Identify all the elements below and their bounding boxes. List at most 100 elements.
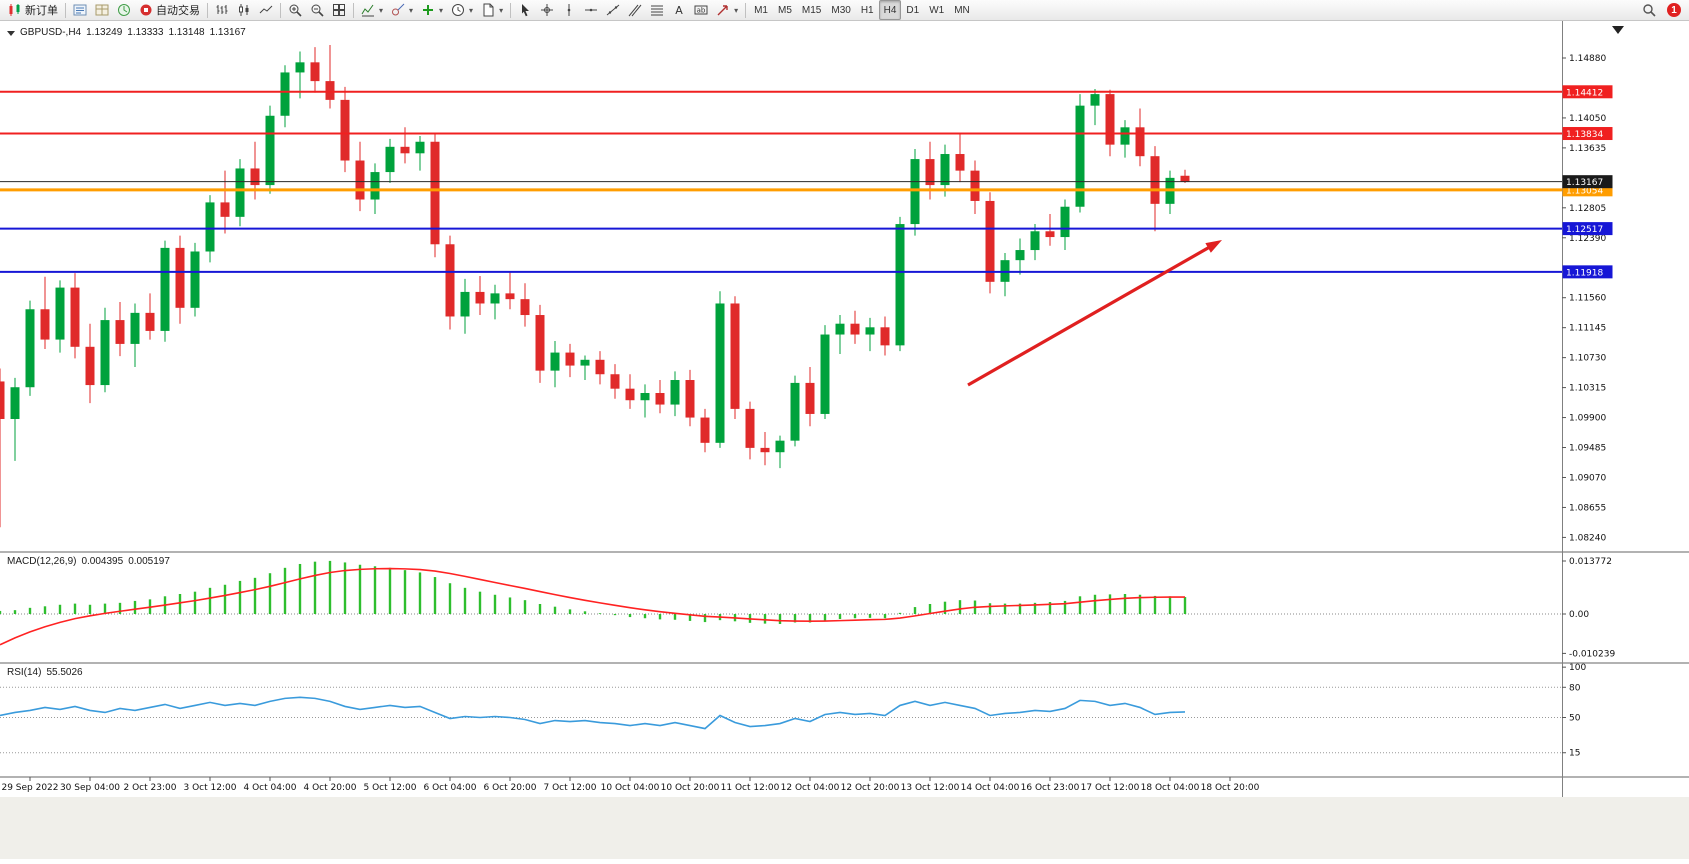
- trendline-button[interactable]: [602, 0, 624, 20]
- candle-body: [1090, 94, 1100, 106]
- cursor-icon: [518, 3, 532, 17]
- candle-body: [670, 380, 680, 405]
- date-label: 11 Oct 12:00: [721, 783, 780, 793]
- templates-button[interactable]: ▾: [477, 0, 507, 20]
- indicators-button[interactable]: ▾: [357, 0, 387, 20]
- timeframe-h1-button[interactable]: H1: [860, 4, 874, 16]
- date-label: 2 Oct 23:00: [124, 783, 177, 793]
- horizontal-line-button[interactable]: [580, 0, 602, 20]
- tile-icon: [332, 3, 346, 17]
- timeframe-mn-button[interactable]: MN: [954, 4, 970, 16]
- zoom-out-button[interactable]: [306, 0, 328, 20]
- autotrading-icon: [139, 3, 153, 17]
- arrows-icon: [716, 3, 730, 17]
- crosshair-button[interactable]: [536, 0, 558, 20]
- text-button[interactable]: A: [668, 0, 690, 20]
- rsi-scale-label: 100: [1569, 663, 1586, 673]
- price-tick-label: 1.11560: [1569, 294, 1606, 304]
- new-order-button[interactable]: 新订单: [4, 0, 62, 20]
- candle-body: [1075, 105, 1085, 207]
- candle-body: [190, 251, 200, 308]
- price-level-badge-label: 1.13167: [1566, 178, 1603, 188]
- candle-body: [610, 374, 620, 389]
- price-level-badge-label: 1.13054: [1566, 186, 1603, 196]
- market-watch-button[interactable]: [69, 0, 91, 20]
- candles-icon: [237, 3, 251, 17]
- date-label: 17 Oct 12:00: [1081, 783, 1140, 793]
- price-tick-label: 1.13635: [1569, 144, 1606, 154]
- navigator-button[interactable]: [113, 0, 135, 20]
- candle-body: [1105, 94, 1115, 145]
- arrows-button[interactable]: ▾: [712, 0, 742, 20]
- dropdown-caret-icon: ▾: [409, 5, 414, 15]
- candle-body: [220, 202, 230, 217]
- crosshair-icon: [540, 3, 554, 17]
- data-window-icon: [95, 3, 109, 17]
- dropdown-caret-icon: ▾: [469, 5, 474, 15]
- date-label: 18 Oct 20:00: [1201, 783, 1260, 793]
- panel-separator[interactable]: [0, 551, 1689, 553]
- vertical-line-button[interactable]: [558, 0, 580, 20]
- panel-separator[interactable]: [0, 662, 1689, 664]
- zoom-in-button[interactable]: [284, 0, 306, 20]
- timeframe-m5-button[interactable]: M5: [778, 4, 792, 16]
- candle-body: [835, 323, 845, 335]
- candle-body: [730, 303, 740, 409]
- candle-body: [625, 388, 635, 401]
- date-label: 4 Oct 04:00: [244, 783, 297, 793]
- text-label-button[interactable]: ab: [690, 0, 712, 20]
- navigator-icon: [117, 3, 131, 17]
- objects-icon: [391, 3, 405, 17]
- timeframe-m15-button[interactable]: M15: [801, 4, 822, 16]
- timeframe-h4-button[interactable]: H4: [878, 0, 902, 20]
- date-label: 4 Oct 20:00: [304, 783, 357, 793]
- tile-windows-button[interactable]: [328, 0, 350, 20]
- price-tick-label: 1.14050: [1569, 114, 1606, 124]
- candle-body: [1135, 127, 1145, 157]
- autotrading-button[interactable]: 自动交易: [135, 0, 204, 20]
- objects-button[interactable]: ▾: [387, 0, 417, 20]
- timeframe-m1-button[interactable]: M1: [754, 4, 768, 16]
- chart-area[interactable]: 1.14880 1.14050 1.13635 1.12805 1.12390 1.115…: [0, 21, 1689, 859]
- candle-body: [745, 408, 755, 448]
- candlesticks: [0, 45, 1190, 528]
- bar-chart-button[interactable]: [211, 0, 233, 20]
- timeframe-w1-button[interactable]: W1: [929, 4, 945, 16]
- chart-window: 1.14880 1.14050 1.13635 1.12805 1.12390 1.115…: [0, 21, 1689, 859]
- candle-body: [1030, 231, 1040, 251]
- svg-text:A: A: [675, 4, 683, 17]
- panel-separator[interactable]: [0, 776, 1689, 778]
- notification-badge[interactable]: 1: [1667, 3, 1681, 17]
- channel-button[interactable]: [624, 0, 646, 20]
- candle-body: [370, 172, 380, 200]
- price-tick-label: 1.08240: [1569, 533, 1606, 543]
- date-label: 6 Oct 20:00: [484, 783, 537, 793]
- price-level-badge: 1.11918: [1562, 265, 1613, 279]
- rsi-scale-label: 80: [1569, 683, 1581, 693]
- search-button[interactable]: [1638, 0, 1660, 20]
- data-window-button[interactable]: [91, 0, 113, 20]
- chart-shift-marker[interactable]: [1612, 26, 1624, 34]
- indicators-icon: [361, 3, 375, 17]
- candle-body: [700, 417, 710, 443]
- cursor-button[interactable]: [514, 0, 536, 20]
- candle-body: [595, 359, 605, 375]
- candle-body: [280, 72, 290, 116]
- periods-button[interactable]: ▾: [447, 0, 477, 20]
- dropdown-caret-icon: ▾: [499, 5, 504, 15]
- candle-body: [460, 291, 470, 317]
- candle-body: [85, 346, 95, 386]
- candle-body: [130, 312, 140, 344]
- add-indicator-button[interactable]: ▾: [417, 0, 447, 20]
- fibonacci-button[interactable]: [646, 0, 668, 20]
- candle-body: [850, 323, 860, 335]
- candle-body: [145, 312, 155, 331]
- candle-body: [475, 291, 485, 304]
- date-label: 14 Oct 04:00: [961, 783, 1020, 793]
- timeframe-m30-button[interactable]: M30: [831, 4, 851, 16]
- toolbar-separator: [65, 2, 66, 18]
- trend-arrow[interactable]: [967, 240, 1222, 387]
- line-chart-button[interactable]: [255, 0, 277, 20]
- timeframe-d1-button[interactable]: D1: [906, 4, 920, 16]
- candle-chart-button[interactable]: [233, 0, 255, 20]
